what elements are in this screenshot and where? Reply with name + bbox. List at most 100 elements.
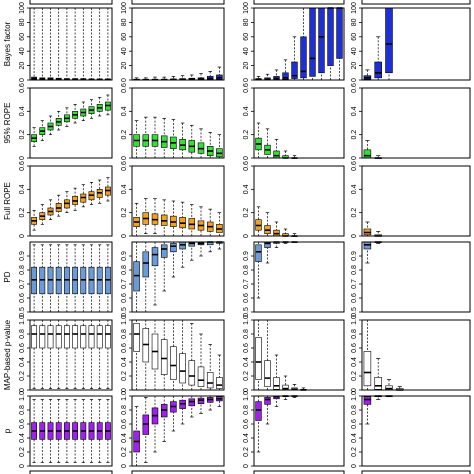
y-tick-label: 0.4 (121, 184, 128, 194)
y-tick-label: 100 (243, 2, 250, 14)
y-tick-label: 0.8 (19, 329, 26, 339)
y-tick-label: 0 (351, 234, 358, 238)
box (179, 353, 186, 384)
y-tick-label: 0.6 (19, 419, 26, 429)
box (72, 325, 79, 349)
panel-frame (253, 319, 345, 391)
y-tick-label: 1.0 (121, 315, 128, 325)
y-tick-label: 0.8 (351, 329, 358, 339)
panel-frame (29, 165, 113, 237)
y-tick-label: 0 (351, 388, 358, 392)
y-tick-label: 0.2 (243, 130, 250, 140)
y-tick-label: 0 (243, 78, 250, 82)
y-tick-label: 0.6 (351, 161, 358, 171)
y-tick-label: 0.9 (19, 251, 26, 261)
panel: 0 0.2 0.4 0.6 (121, 161, 225, 238)
y-tick-label: 60 (351, 33, 358, 41)
y-tick-label: 0.9 (351, 251, 358, 261)
y-tick-label: 0.6 (121, 83, 128, 93)
box (273, 377, 280, 390)
panel: 0 20 40 60 80 100 (121, 2, 225, 82)
panel: 0 20 40 60 80 100 (243, 2, 345, 82)
panel: 0 0.2 0.4 0.6 0.8 1.0 (351, 391, 471, 468)
y-tick-label: 0.4 (121, 433, 128, 443)
y-tick-label: 1.0 (243, 391, 250, 401)
panel-frame (361, 87, 471, 159)
y-tick-label: 0.6 (243, 161, 250, 171)
y-tick-label: 0.8 (351, 405, 358, 415)
panel: 0 0.2 0.4 0.6 0.8 1.0 (351, 315, 471, 392)
panel: 0.5 0.6 0.7 0.8 0.9 (243, 241, 345, 317)
panel-frame (131, 319, 225, 391)
box (170, 243, 177, 253)
y-tick-label: 0.2 (121, 208, 128, 218)
y-tick-label: 1.0 (19, 391, 26, 401)
y-tick-label: 1.0 (121, 391, 128, 401)
y-tick-label: 0.7 (351, 279, 358, 289)
y-tick-label: 0.6 (19, 293, 26, 303)
box (160, 339, 168, 375)
box (216, 377, 223, 389)
y-tick-label: 0.4 (243, 433, 250, 443)
panel: 0 0.2 0.4 0.6 0.8 1.0 (243, 391, 345, 468)
panel-frame (29, 241, 113, 313)
box (273, 150, 280, 159)
box (197, 366, 205, 387)
panel: 0.5 0.6 0.7 0.8 0.9 (19, 241, 113, 317)
box (363, 351, 372, 387)
y-tick-label: 0.8 (19, 405, 26, 415)
box (31, 325, 38, 349)
y-tick-label: 0.6 (19, 343, 26, 353)
y-tick-label: 0.4 (121, 357, 128, 367)
y-tick-label: 0.4 (351, 106, 358, 116)
panel-frame (361, 395, 471, 467)
panel-frame (131, 87, 225, 159)
panel: 0 0.2 0.4 0.6 0.8 1.0 (243, 315, 345, 392)
box (96, 325, 103, 349)
y-tick-label: 0.2 (351, 371, 358, 381)
panel-frame (253, 7, 345, 81)
y-tick-label: 20 (243, 62, 250, 70)
panel: 0 0.2 0.4 0.6 0.8 1.0 (19, 315, 113, 392)
panel-frame (361, 319, 471, 391)
y-tick-label: 0.8 (19, 265, 26, 275)
y-tick-label: 0.2 (243, 208, 250, 218)
y-tick-label: 0.2 (243, 371, 250, 381)
y-tick-label: 0.6 (121, 419, 128, 429)
box (104, 325, 111, 349)
panel-frame (361, 7, 471, 81)
y-tick-label: 0.8 (243, 329, 250, 339)
y-tick-label: 0 (19, 464, 26, 468)
box (291, 61, 298, 79)
box (255, 337, 262, 380)
y-tick-label: 0.6 (351, 343, 358, 353)
y-tick-label: 0.6 (351, 83, 358, 93)
y-tick-label: 0 (121, 464, 128, 468)
y-tick-label: 60 (19, 33, 26, 41)
box (300, 36, 307, 79)
y-tick-label: 0.2 (351, 447, 358, 457)
y-tick-label: 0.4 (243, 184, 250, 194)
box (170, 346, 177, 380)
y-tick-label: 0.6 (121, 161, 128, 171)
box (264, 360, 271, 387)
y-tick-label: 0.2 (243, 447, 250, 457)
y-tick-label: 0 (243, 156, 250, 160)
y-tick-label: 0.6 (121, 293, 128, 303)
box (385, 7, 393, 74)
y-tick-label: 0.6 (243, 343, 250, 353)
panel-frame (253, 165, 345, 237)
panel: 0 20 40 60 80 100 (19, 2, 113, 82)
y-tick-label: 0.6 (351, 293, 358, 303)
box (88, 325, 95, 349)
panel: 0 0.2 0.4 0.6 (351, 161, 471, 238)
y-tick-label: 0.4 (351, 357, 358, 367)
y-tick-label: 80 (243, 18, 250, 26)
y-tick-label: 0.5 (243, 307, 250, 317)
y-tick-label: 0.4 (19, 184, 26, 194)
y-tick-label: 100 (351, 2, 358, 14)
y-tick-label: 0.2 (19, 208, 26, 218)
box (264, 397, 271, 405)
y-tick-label: 0.9 (121, 251, 128, 261)
panel: 0.5 0.6 0.7 0.8 0.9 (351, 241, 471, 317)
